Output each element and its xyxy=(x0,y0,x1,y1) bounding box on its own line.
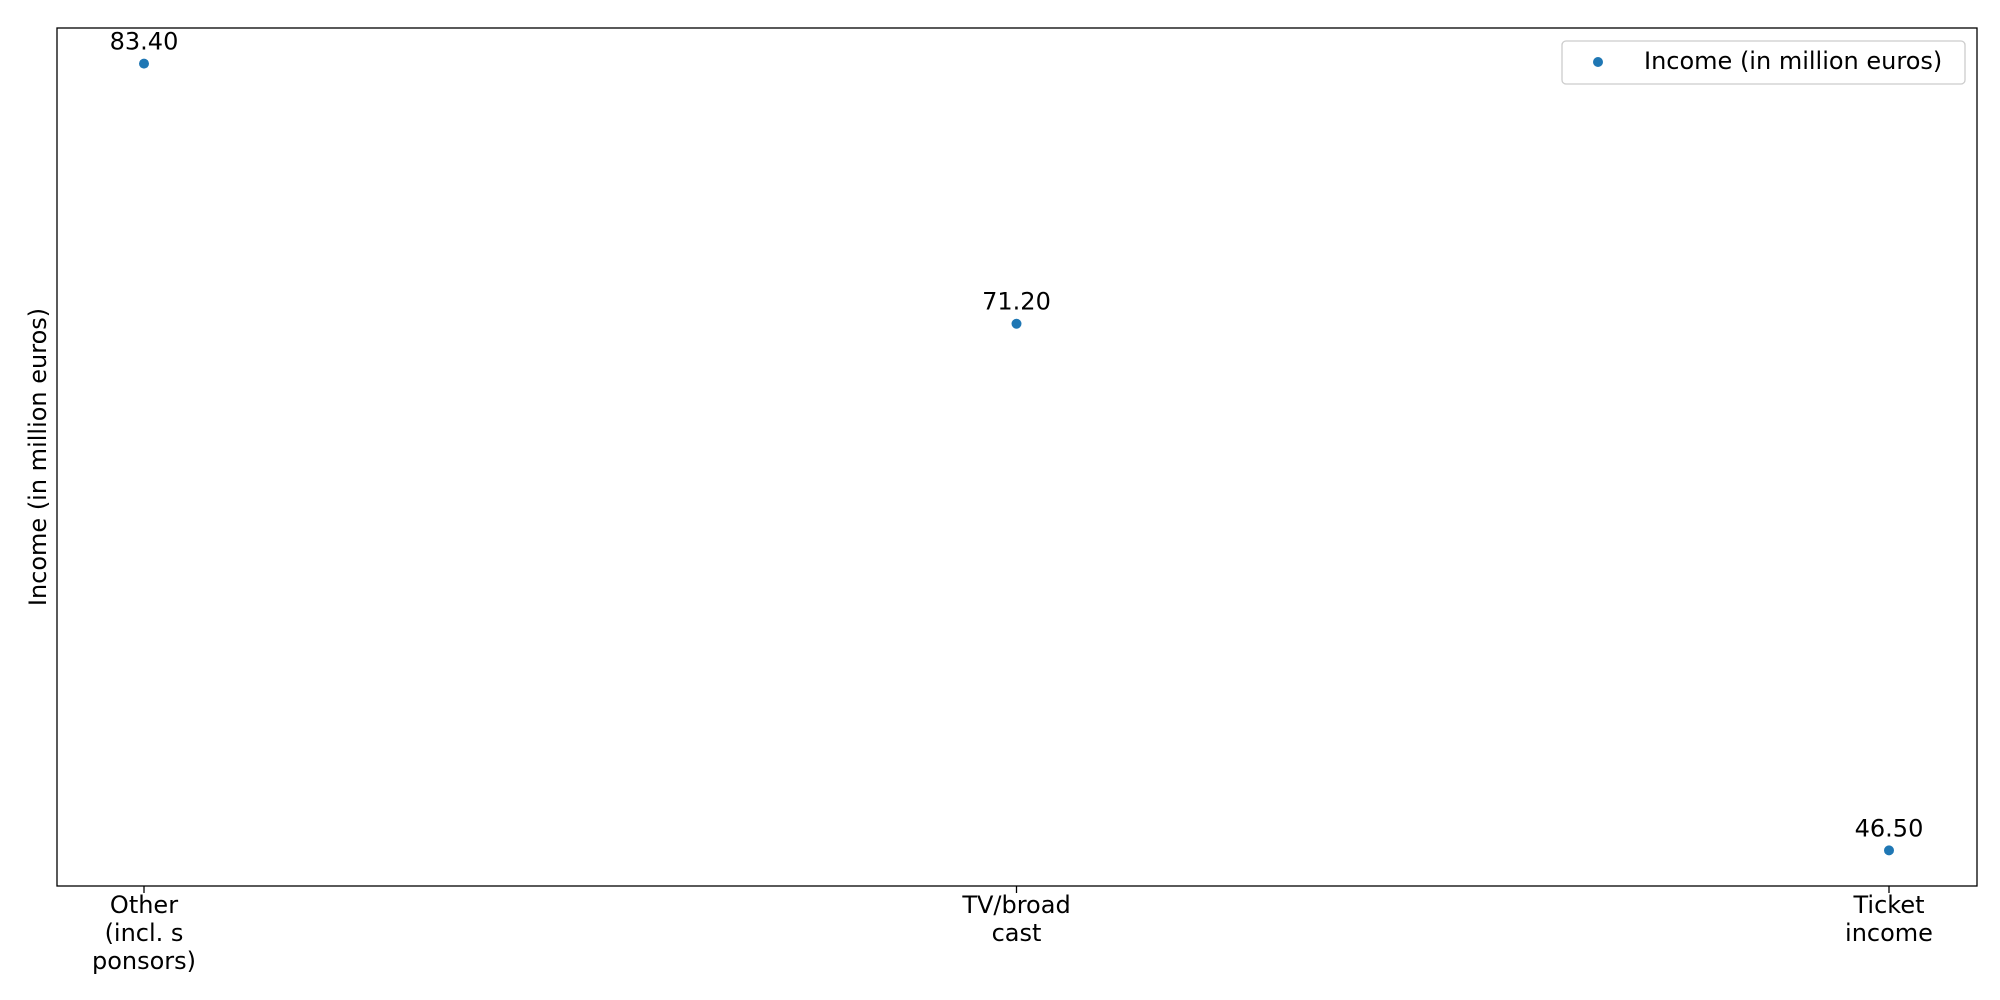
data-point[interactable] xyxy=(1884,845,1894,856)
x-tick-label: Ticket income xyxy=(1845,891,1933,947)
data-point[interactable] xyxy=(139,58,149,69)
x-tick-label-line: TV/broad xyxy=(961,891,1070,919)
data-label: 71.20 xyxy=(982,288,1051,316)
x-axis-ticks xyxy=(143,886,1890,893)
series-points xyxy=(139,58,1894,856)
x-tick-label: Other (incl. s ponsors) xyxy=(92,891,196,975)
x-axis-tick-labels: Other (incl. s ponsors) TV/broad cast Ticket i… xyxy=(92,891,1933,975)
x-tick-label: TV/broad cast xyxy=(961,891,1070,947)
data-point[interactable] xyxy=(1011,318,1022,329)
legend[interactable]: Income (in million euros) xyxy=(1561,40,1966,85)
x-tick-label-line: Ticket xyxy=(1852,891,1924,919)
x-tick-label-line: cast xyxy=(992,919,1042,947)
data-labels: 83.40 71.20 46.50 xyxy=(110,28,1924,843)
x-tick-label-line: income xyxy=(1845,919,1933,947)
x-tick-label-line: ponsors) xyxy=(92,947,196,975)
plot-area xyxy=(56,27,1978,887)
data-label: 83.40 xyxy=(110,28,179,56)
data-label: 46.50 xyxy=(1855,814,1924,842)
x-tick-label-line: Other xyxy=(110,891,178,919)
legend-box xyxy=(1561,40,1966,85)
legend-marker xyxy=(1593,57,1603,67)
x-tick-label-line: (incl. s xyxy=(105,919,184,947)
legend-entry-label: Income (in million euros) xyxy=(1644,47,1942,75)
y-axis-label: Income (in million euros) xyxy=(24,308,52,606)
